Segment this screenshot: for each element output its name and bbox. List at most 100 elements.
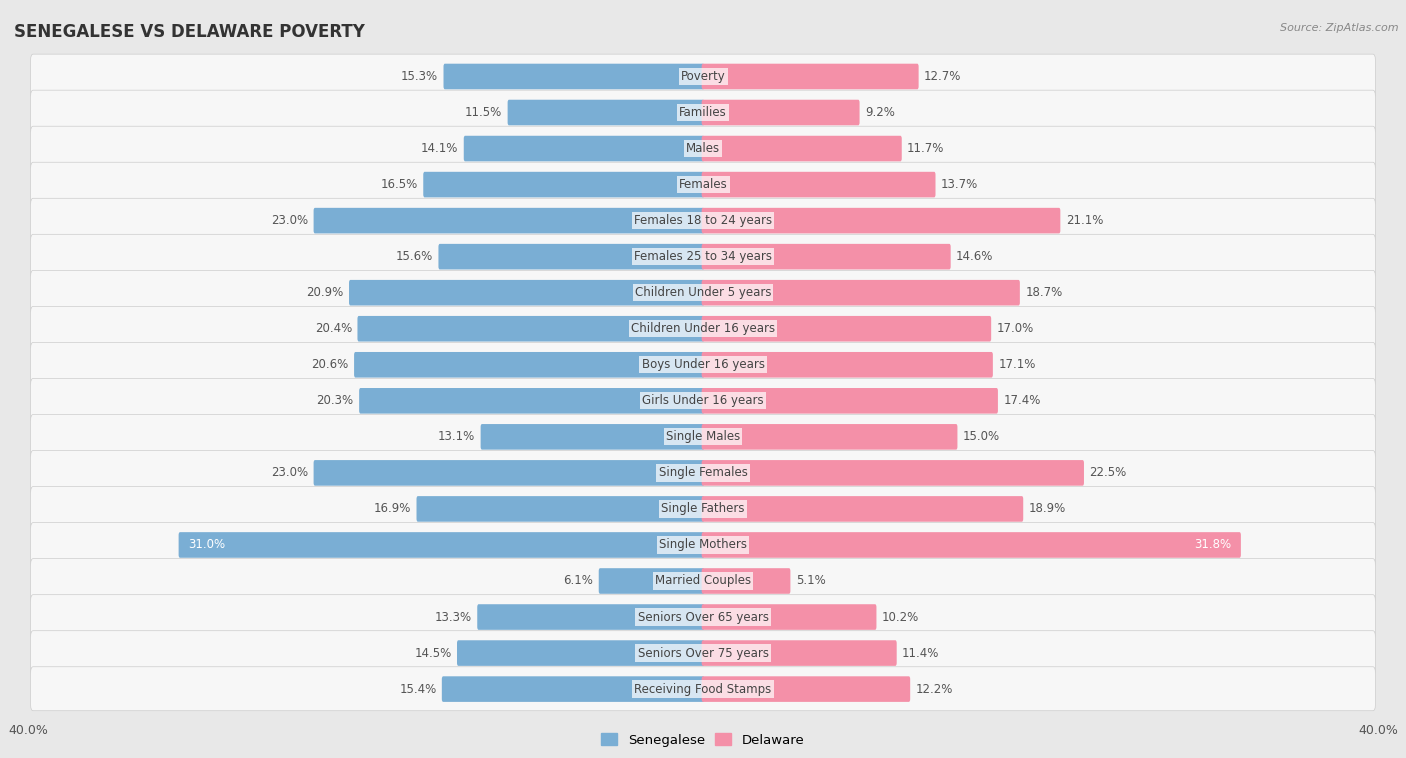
FancyBboxPatch shape	[423, 172, 704, 197]
Text: 20.3%: 20.3%	[316, 394, 354, 407]
Text: 13.7%: 13.7%	[941, 178, 979, 191]
FancyBboxPatch shape	[31, 54, 1375, 98]
Text: 18.9%: 18.9%	[1029, 503, 1066, 515]
Text: 17.0%: 17.0%	[997, 322, 1033, 335]
Text: 17.4%: 17.4%	[1004, 394, 1040, 407]
FancyBboxPatch shape	[702, 136, 901, 161]
FancyBboxPatch shape	[702, 532, 1241, 558]
FancyBboxPatch shape	[702, 676, 910, 702]
Text: Married Couples: Married Couples	[655, 575, 751, 587]
Text: Children Under 5 years: Children Under 5 years	[634, 287, 772, 299]
Text: Boys Under 16 years: Boys Under 16 years	[641, 359, 765, 371]
Text: 13.3%: 13.3%	[434, 610, 472, 624]
FancyBboxPatch shape	[357, 316, 704, 342]
FancyBboxPatch shape	[31, 667, 1375, 711]
FancyBboxPatch shape	[702, 568, 790, 594]
Text: 18.7%: 18.7%	[1025, 287, 1063, 299]
FancyBboxPatch shape	[359, 388, 704, 414]
FancyBboxPatch shape	[31, 631, 1375, 675]
FancyBboxPatch shape	[354, 352, 704, 377]
FancyBboxPatch shape	[31, 306, 1375, 350]
FancyBboxPatch shape	[702, 604, 876, 630]
FancyBboxPatch shape	[481, 424, 704, 449]
FancyBboxPatch shape	[702, 208, 1060, 233]
Text: 12.7%: 12.7%	[924, 70, 962, 83]
Legend: Senegalese, Delaware: Senegalese, Delaware	[596, 728, 810, 752]
Text: 14.5%: 14.5%	[415, 647, 451, 659]
Text: Single Fathers: Single Fathers	[661, 503, 745, 515]
FancyBboxPatch shape	[508, 100, 704, 125]
FancyBboxPatch shape	[443, 64, 704, 89]
Text: Seniors Over 65 years: Seniors Over 65 years	[637, 610, 769, 624]
FancyBboxPatch shape	[31, 162, 1375, 206]
FancyBboxPatch shape	[702, 316, 991, 342]
FancyBboxPatch shape	[457, 641, 704, 666]
FancyBboxPatch shape	[702, 64, 918, 89]
FancyBboxPatch shape	[31, 127, 1375, 171]
Text: Children Under 16 years: Children Under 16 years	[631, 322, 775, 335]
FancyBboxPatch shape	[702, 460, 1084, 486]
Text: 15.6%: 15.6%	[396, 250, 433, 263]
Text: Females 18 to 24 years: Females 18 to 24 years	[634, 214, 772, 227]
Text: Females 25 to 34 years: Females 25 to 34 years	[634, 250, 772, 263]
Text: 11.7%: 11.7%	[907, 142, 945, 155]
Text: Single Males: Single Males	[666, 431, 740, 443]
Text: Seniors Over 75 years: Seniors Over 75 years	[637, 647, 769, 659]
FancyBboxPatch shape	[702, 280, 1019, 305]
Text: Females: Females	[679, 178, 727, 191]
Text: 15.0%: 15.0%	[963, 431, 1000, 443]
Text: 12.2%: 12.2%	[915, 683, 953, 696]
FancyBboxPatch shape	[702, 352, 993, 377]
Text: Source: ZipAtlas.com: Source: ZipAtlas.com	[1281, 23, 1399, 33]
Text: 20.9%: 20.9%	[307, 287, 343, 299]
Text: 23.0%: 23.0%	[271, 214, 308, 227]
Text: 5.1%: 5.1%	[796, 575, 825, 587]
FancyBboxPatch shape	[702, 424, 957, 449]
Text: 22.5%: 22.5%	[1090, 466, 1126, 479]
FancyBboxPatch shape	[702, 172, 935, 197]
FancyBboxPatch shape	[416, 496, 704, 522]
Text: Families: Families	[679, 106, 727, 119]
FancyBboxPatch shape	[314, 208, 704, 233]
Text: 16.5%: 16.5%	[381, 178, 418, 191]
FancyBboxPatch shape	[441, 676, 704, 702]
Text: Males: Males	[686, 142, 720, 155]
Text: 13.1%: 13.1%	[439, 431, 475, 443]
FancyBboxPatch shape	[31, 595, 1375, 639]
Text: 6.1%: 6.1%	[564, 575, 593, 587]
Text: 17.1%: 17.1%	[998, 359, 1036, 371]
Text: 11.4%: 11.4%	[903, 647, 939, 659]
Text: 10.2%: 10.2%	[882, 610, 920, 624]
Text: 15.4%: 15.4%	[399, 683, 436, 696]
FancyBboxPatch shape	[31, 450, 1375, 494]
Text: Receiving Food Stamps: Receiving Food Stamps	[634, 683, 772, 696]
Text: 11.5%: 11.5%	[465, 106, 502, 119]
FancyBboxPatch shape	[31, 522, 1375, 566]
Text: 15.3%: 15.3%	[401, 70, 439, 83]
Text: Single Mothers: Single Mothers	[659, 538, 747, 552]
Text: 16.9%: 16.9%	[374, 503, 411, 515]
FancyBboxPatch shape	[599, 568, 704, 594]
FancyBboxPatch shape	[702, 496, 1024, 522]
Text: Single Females: Single Females	[658, 466, 748, 479]
Text: 9.2%: 9.2%	[865, 106, 894, 119]
Text: 21.1%: 21.1%	[1066, 214, 1104, 227]
Text: 31.0%: 31.0%	[188, 538, 225, 552]
FancyBboxPatch shape	[477, 604, 704, 630]
Text: 14.1%: 14.1%	[420, 142, 458, 155]
Text: 14.6%: 14.6%	[956, 250, 994, 263]
FancyBboxPatch shape	[31, 415, 1375, 459]
FancyBboxPatch shape	[439, 244, 704, 269]
FancyBboxPatch shape	[464, 136, 704, 161]
FancyBboxPatch shape	[31, 559, 1375, 603]
FancyBboxPatch shape	[31, 90, 1375, 134]
FancyBboxPatch shape	[702, 100, 859, 125]
FancyBboxPatch shape	[31, 234, 1375, 278]
Text: Poverty: Poverty	[681, 70, 725, 83]
FancyBboxPatch shape	[31, 378, 1375, 422]
FancyBboxPatch shape	[314, 460, 704, 486]
Text: Girls Under 16 years: Girls Under 16 years	[643, 394, 763, 407]
FancyBboxPatch shape	[31, 343, 1375, 387]
FancyBboxPatch shape	[31, 271, 1375, 315]
FancyBboxPatch shape	[702, 388, 998, 414]
